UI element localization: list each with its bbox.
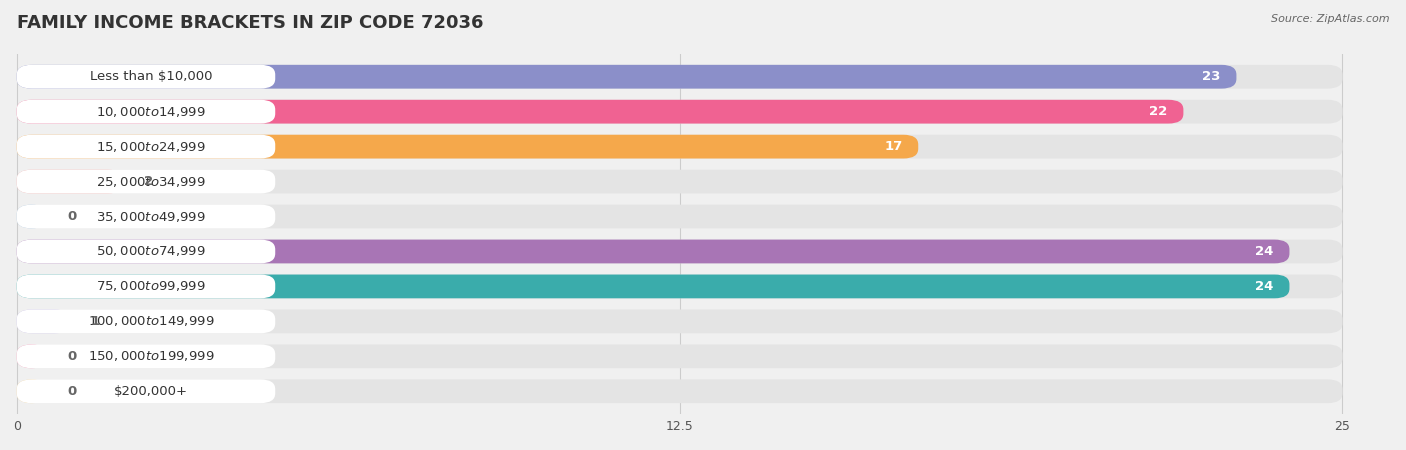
FancyBboxPatch shape <box>17 310 1343 333</box>
Text: 24: 24 <box>1256 245 1274 258</box>
Text: Less than $10,000: Less than $10,000 <box>90 70 212 83</box>
FancyBboxPatch shape <box>17 100 1343 124</box>
Text: $15,000 to $24,999: $15,000 to $24,999 <box>96 140 207 153</box>
FancyBboxPatch shape <box>17 205 1343 229</box>
FancyBboxPatch shape <box>17 344 276 368</box>
FancyBboxPatch shape <box>17 379 1343 403</box>
FancyBboxPatch shape <box>17 239 1289 263</box>
Text: $50,000 to $74,999: $50,000 to $74,999 <box>96 244 207 258</box>
Text: $35,000 to $49,999: $35,000 to $49,999 <box>96 210 207 224</box>
FancyBboxPatch shape <box>17 344 46 368</box>
FancyBboxPatch shape <box>17 239 1343 263</box>
Text: 24: 24 <box>1256 280 1274 293</box>
FancyBboxPatch shape <box>17 170 122 194</box>
FancyBboxPatch shape <box>17 274 276 298</box>
Text: $10,000 to $14,999: $10,000 to $14,999 <box>96 105 207 119</box>
Text: 1: 1 <box>91 315 100 328</box>
Text: 0: 0 <box>67 350 77 363</box>
FancyBboxPatch shape <box>17 65 1343 89</box>
Text: $75,000 to $99,999: $75,000 to $99,999 <box>96 279 207 293</box>
Text: $200,000+: $200,000+ <box>114 385 188 398</box>
Text: 0: 0 <box>67 210 77 223</box>
FancyBboxPatch shape <box>17 344 1343 368</box>
FancyBboxPatch shape <box>17 100 276 124</box>
FancyBboxPatch shape <box>17 170 1343 194</box>
FancyBboxPatch shape <box>17 310 70 333</box>
FancyBboxPatch shape <box>17 65 276 89</box>
FancyBboxPatch shape <box>17 379 276 403</box>
FancyBboxPatch shape <box>17 135 918 158</box>
Text: 2: 2 <box>143 175 153 188</box>
FancyBboxPatch shape <box>17 274 1343 298</box>
FancyBboxPatch shape <box>17 205 46 229</box>
Text: 23: 23 <box>1202 70 1220 83</box>
Text: 17: 17 <box>884 140 903 153</box>
Text: 22: 22 <box>1149 105 1167 118</box>
FancyBboxPatch shape <box>17 135 276 158</box>
FancyBboxPatch shape <box>17 310 276 333</box>
FancyBboxPatch shape <box>17 65 1236 89</box>
FancyBboxPatch shape <box>17 100 1184 124</box>
Text: $25,000 to $34,999: $25,000 to $34,999 <box>96 175 207 189</box>
FancyBboxPatch shape <box>17 239 276 263</box>
Text: $100,000 to $149,999: $100,000 to $149,999 <box>89 315 214 328</box>
Text: 0: 0 <box>67 385 77 398</box>
Text: $150,000 to $199,999: $150,000 to $199,999 <box>89 349 214 363</box>
FancyBboxPatch shape <box>17 379 46 403</box>
FancyBboxPatch shape <box>17 135 1343 158</box>
FancyBboxPatch shape <box>17 170 276 194</box>
FancyBboxPatch shape <box>17 274 1289 298</box>
Text: FAMILY INCOME BRACKETS IN ZIP CODE 72036: FAMILY INCOME BRACKETS IN ZIP CODE 72036 <box>17 14 484 32</box>
FancyBboxPatch shape <box>17 205 276 229</box>
Text: Source: ZipAtlas.com: Source: ZipAtlas.com <box>1271 14 1389 23</box>
